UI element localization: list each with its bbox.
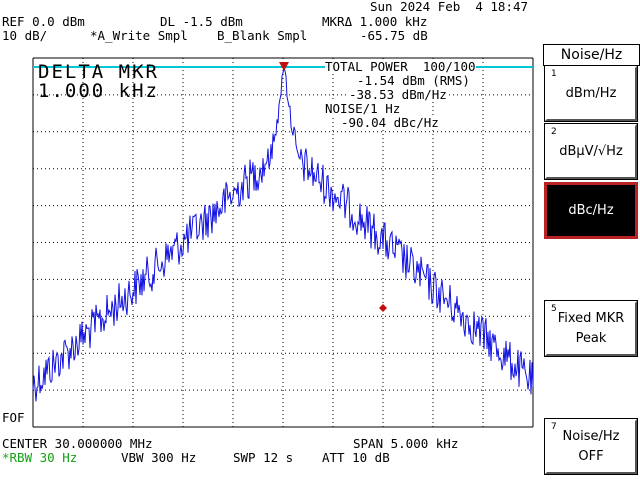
softkey-label: dBµV/√Hz xyxy=(559,143,623,159)
scale-div: 10 dB/ xyxy=(2,28,48,43)
total-power-dbm-hz: -38.53 dBm/Hz xyxy=(349,87,447,102)
marker-peak xyxy=(279,62,289,71)
total-power-rms: -1.54 dBm (RMS) xyxy=(357,73,470,88)
sweep-time: SWP 12 s xyxy=(233,450,294,465)
marker-delta-value: -65.75 dB xyxy=(360,28,428,43)
softkey-label: dBm/Hz xyxy=(565,85,617,101)
trace-a-mode: *A_Write Smpl xyxy=(90,28,188,43)
trace-b-mode: B_Blank Smpl xyxy=(217,28,308,43)
rbw: *RBW 30 Hz xyxy=(2,450,78,465)
softkey-menu-title: Noise/Hz xyxy=(543,44,640,66)
softkey-label-2: OFF xyxy=(578,448,604,464)
display-line: DL -1.5 dBm xyxy=(160,14,243,29)
softkey-dbuv-rthz[interactable]: 2 dBµV/√Hz xyxy=(544,123,638,180)
center-frequency: CENTER 30.000000 MHz xyxy=(2,436,153,451)
softkey-label: Noise/Hz xyxy=(562,428,620,444)
softkey-number: 1 xyxy=(551,69,557,79)
delta-mkr-value: 1.000 kHz xyxy=(38,80,159,102)
vbw: VBW 300 Hz xyxy=(121,450,197,465)
softkey-label: dBc/Hz xyxy=(568,202,614,218)
noise-value: -90.04 dBc/Hz xyxy=(341,115,439,130)
attenuation: ATT 10 dB xyxy=(322,450,390,465)
softkey-dbm-hz[interactable]: 1 dBm/Hz xyxy=(544,65,638,122)
softkey-number: 7 xyxy=(551,422,557,432)
softkey-noise-hz-off[interactable]: 7 Noise/Hz OFF xyxy=(544,418,638,475)
softkey-number: 2 xyxy=(551,127,557,137)
date-time: Sun 2024 Feb 4 18:47 xyxy=(370,0,529,14)
softkey-dbc-hz[interactable]: dBc/Hz xyxy=(544,182,638,239)
marker-delta: MKRΔ 1.000 kHz xyxy=(322,14,428,29)
softkey-number: 5 xyxy=(551,304,557,314)
softkey-label: Fixed MKR xyxy=(557,310,625,326)
total-power: TOTAL POWER 100/100 xyxy=(325,59,476,74)
noise-label: NOISE/1 Hz xyxy=(325,101,401,116)
softkey-fixed-mkr-peak[interactable]: 5 Fixed MKR Peak xyxy=(544,300,638,357)
marker-delta-diamond xyxy=(379,304,387,312)
ref-level: REF 0.0 dBm xyxy=(2,14,85,29)
trace-a xyxy=(32,66,534,402)
softkey-label-2: Peak xyxy=(575,330,607,346)
span: SPAN 5.000 kHz xyxy=(353,436,459,451)
fof-indicator: FOF xyxy=(2,410,25,425)
graticule xyxy=(32,57,534,428)
delta-mkr-label: DELTA MKR xyxy=(38,61,159,83)
